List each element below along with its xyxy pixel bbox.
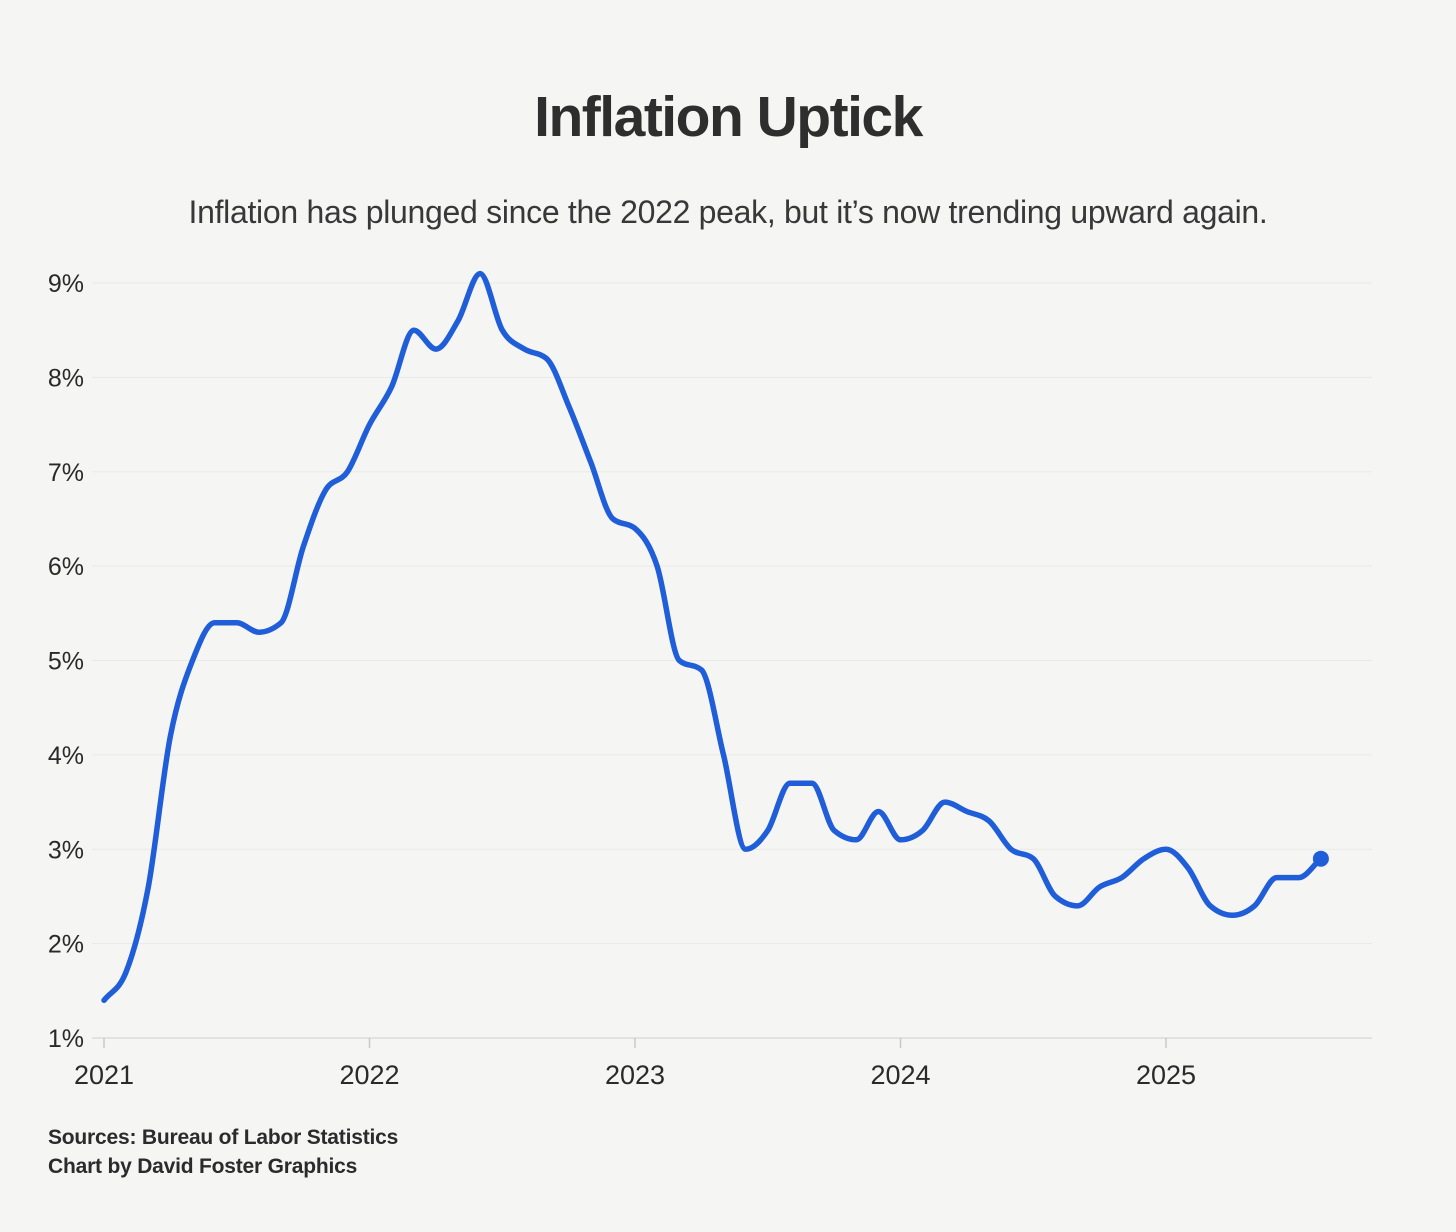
source-note: Sources: Bureau of Labor Statistics Char… (48, 1123, 398, 1181)
x-tick-label: 2021 (74, 1060, 134, 1090)
y-tick-label: 4% (48, 742, 84, 770)
y-tick-label: 7% (48, 459, 84, 487)
inflation-line (101, 270, 1324, 1004)
y-tick-label: 6% (48, 553, 84, 581)
y-tick-label: 8% (48, 364, 84, 392)
x-tick-label: 2025 (1136, 1060, 1196, 1090)
chart-title: Inflation Uptick (534, 85, 923, 149)
y-tick-label: 5% (48, 648, 84, 676)
y-tick-label: 9% (48, 270, 84, 298)
y-tick-label: 1% (48, 1025, 84, 1053)
x-tick-label: 2023 (605, 1060, 665, 1090)
source-line: Sources: Bureau of Labor Statistics (48, 1126, 399, 1149)
y-tick-label: 3% (48, 836, 84, 864)
x-tick-label: 2024 (870, 1060, 930, 1090)
x-tick-label: 2022 (339, 1060, 399, 1090)
latest-point-dot (1312, 850, 1329, 867)
chart-subtitle: Inflation has plunged since the 2022 pea… (188, 194, 1268, 230)
y-tick-label: 2% (48, 931, 84, 959)
credit-line: Chart by David Foster Graphics (48, 1155, 358, 1178)
